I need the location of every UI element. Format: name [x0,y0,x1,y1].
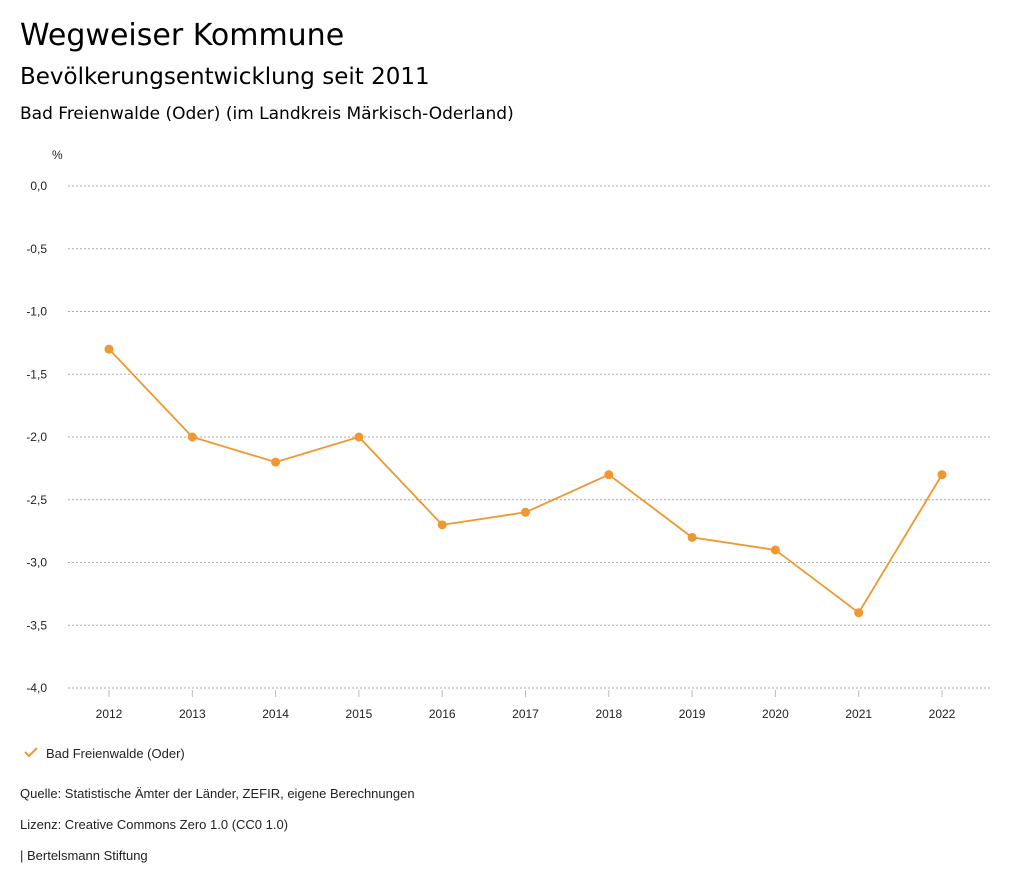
x-tick-label: 2020 [762,707,789,721]
y-tick-label: -3,5 [26,618,47,632]
y-tick-label: -2,5 [26,493,47,507]
x-tick-label: 2019 [679,707,706,721]
data-point[interactable] [521,507,530,517]
x-tick-label: 2012 [96,707,123,721]
region-title: Bad Freienwalde (Oder) (im Landkreis Mär… [20,104,514,124]
data-point[interactable] [187,432,197,442]
y-tick-label: -3,0 [26,556,47,570]
data-point[interactable] [687,532,697,542]
y-tick-label: -1,0 [26,305,47,319]
x-tick-label: 2017 [512,707,539,721]
legend-label: Bad Freienwalde (Oder) [46,746,185,761]
y-tick-label: -2,0 [26,430,47,444]
source-text: Quelle: Statistische Ämter der Länder, Z… [20,786,415,801]
data-point[interactable] [604,470,614,480]
publisher-text: | Bertelsmann Stiftung [20,848,148,863]
y-tick-label: -4,0 [26,681,47,695]
y-axis-unit: % [52,148,63,162]
legend-item[interactable]: Bad Freienwalde (Oder) [24,746,185,761]
x-tick-label: 2021 [845,707,872,721]
x-tick-label: 2016 [429,707,456,721]
page-title: Wegweiser Kommune [20,18,345,53]
y-tick-label: -1,5 [26,367,47,381]
data-point[interactable] [770,545,780,555]
data-point[interactable] [854,608,864,618]
x-tick-label: 2014 [262,707,289,721]
legend-check-icon [24,746,38,761]
series-line [108,348,943,615]
x-tick-label: 2015 [346,707,373,721]
chart-subtitle: Bevölkerungsentwicklung seit 2011 [20,64,430,90]
license-text: Lizenz: Creative Commons Zero 1.0 (CC0 1… [20,817,289,832]
data-point[interactable] [104,344,114,354]
line-chart: % 0,0 -0,5 -1,0 -1,5 -2,0 -2,5 -3,0 -3,5 -4,0 20… [26,148,990,721]
y-tick-label: 0,0 [30,179,47,193]
data-point[interactable] [354,432,364,442]
y-tick-label: -0,5 [26,242,47,256]
data-point[interactable] [437,520,447,530]
data-point[interactable] [937,470,947,480]
x-tick-label: 2022 [929,707,956,721]
data-point[interactable] [271,457,281,467]
x-tick-label: 2013 [179,707,206,721]
x-tick-label: 2018 [595,707,622,721]
